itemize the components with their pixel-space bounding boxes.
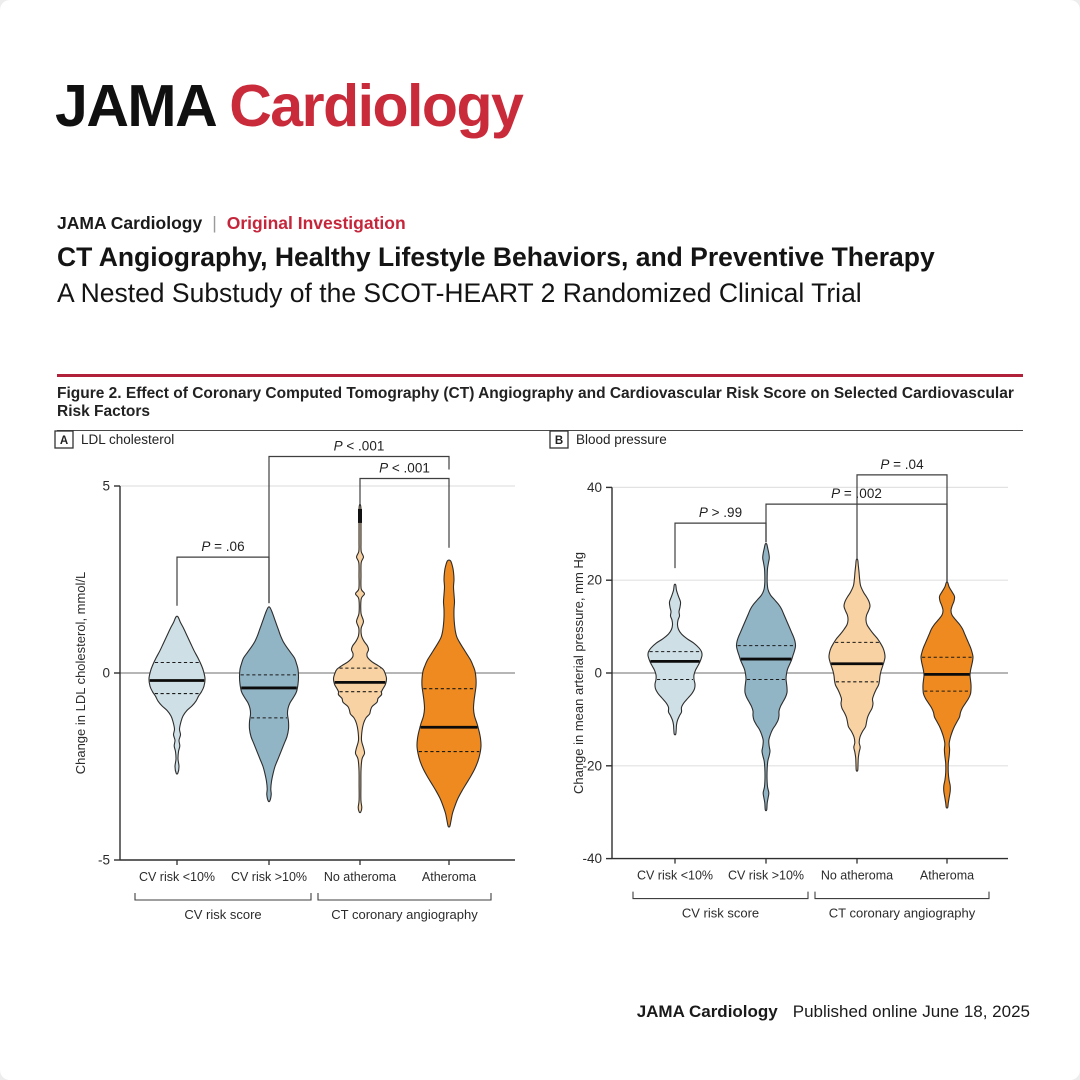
category-label: Atheroma	[422, 870, 476, 884]
violin-cv-risk-10	[238, 606, 300, 803]
page-footer: JAMA Cardiology Published online June 18,…	[637, 1002, 1030, 1022]
group-label: CV risk score	[682, 906, 759, 921]
violin-cv-risk-10	[647, 583, 703, 736]
group-bracket	[134, 893, 312, 901]
outlier-tick	[358, 508, 362, 523]
panel-b-blood-pressure: B Blood pressure 40 20 0 -20 -40 Change in mean…	[545, 425, 1035, 935]
y-tick-label: -40	[582, 851, 602, 866]
journal-logo: JAMA Cardiology	[55, 72, 524, 140]
panel-a-violin-chart: A LDL cholesterol 5 0 -5 Change in LDL choles…	[54, 430, 515, 922]
kicker-section: Original Investigation	[226, 213, 406, 233]
category-label: No atheroma	[324, 870, 396, 884]
panel-label-box	[549, 430, 569, 449]
y-tick-label: 5	[102, 479, 110, 494]
article-title: CT Angiography, Healthy Lifestyle Behavi…	[57, 240, 1047, 311]
y-tick-label: -20	[582, 758, 602, 773]
y-tick-label: -5	[98, 853, 110, 868]
figure-caption: Figure 2. Effect of Coronary Computed To…	[57, 374, 1023, 431]
violin-atheroma	[416, 559, 482, 828]
comparison-bracket	[856, 474, 948, 583]
violin-cv-risk-10	[735, 542, 797, 812]
panel-title: LDL cholesterol	[81, 432, 174, 447]
category-label: No atheroma	[821, 869, 893, 883]
y-tick-label: 20	[587, 573, 602, 588]
y-tick-label: 0	[102, 666, 110, 681]
comparison-bracket	[359, 477, 450, 548]
category-label: Atheroma	[920, 869, 974, 883]
panel-a-ldl-cholesterol: A LDL cholesterol 5 0 -5 Change in LDL choles…	[50, 425, 540, 935]
category-label: CV risk >10%	[231, 870, 307, 884]
y-tick-label: 0	[594, 666, 602, 681]
violin-no-atheroma	[332, 503, 388, 814]
article-title-line1: CT Angiography, Healthy Lifestyle Behavi…	[57, 242, 935, 272]
group-label: CV risk score	[184, 907, 261, 922]
logo-jama-text: JAMA	[55, 73, 218, 139]
group-label: CT coronary angiography	[829, 906, 976, 921]
article-title-line2: A Nested Substudy of the SCOT-HEART 2 Ra…	[57, 277, 862, 308]
group-bracket	[317, 893, 492, 901]
comparison-bracket	[176, 556, 270, 606]
category-label: CV risk <10%	[637, 869, 713, 883]
comparison-bracket	[674, 522, 767, 569]
kicker-journal: JAMA Cardiology	[57, 213, 203, 233]
panel-label: A	[60, 435, 68, 447]
footer-journal: JAMA Cardiology	[636, 1002, 778, 1021]
panel-b-violin-chart: B Blood pressure 40 20 0 -20 -40 Change in mean…	[549, 430, 1008, 921]
panel-label-box	[54, 430, 74, 449]
y-axis-title: Change in mean arterial pressure, mm Hg	[571, 552, 586, 794]
p-value-label: P = .06	[201, 539, 244, 554]
kicker-divider: |	[212, 213, 217, 233]
y-axis-title: Change in LDL cholesterol, mmol/L	[73, 572, 88, 775]
violin-atheroma	[920, 581, 974, 809]
y-tick-label: 40	[587, 480, 602, 495]
footer-published: Published online June 18, 2025	[792, 1002, 1030, 1021]
p-value-label: P = .04	[880, 457, 924, 472]
comparison-bracket	[268, 455, 450, 604]
figure-caption-text: Figure 2. Effect of Coronary Computed To…	[57, 385, 1014, 420]
p-value-label: P < .001	[334, 438, 385, 453]
category-label: CV risk >10%	[728, 869, 804, 883]
p-value-label: P > .99	[699, 505, 742, 520]
p-value-label: P = .002	[831, 486, 882, 501]
group-bracket	[814, 891, 990, 900]
violin-cv-risk-10	[148, 615, 206, 775]
article-kicker: JAMA Cardiology | Original Investigation	[57, 213, 406, 234]
group-bracket	[632, 891, 809, 900]
panel-label: B	[555, 435, 563, 447]
category-label: CV risk <10%	[139, 870, 215, 884]
group-label: CT coronary angiography	[331, 907, 478, 922]
p-value-label: P < .001	[379, 461, 430, 476]
panel-title: Blood pressure	[576, 432, 667, 447]
logo-cardiology-text: Cardiology	[229, 73, 524, 139]
